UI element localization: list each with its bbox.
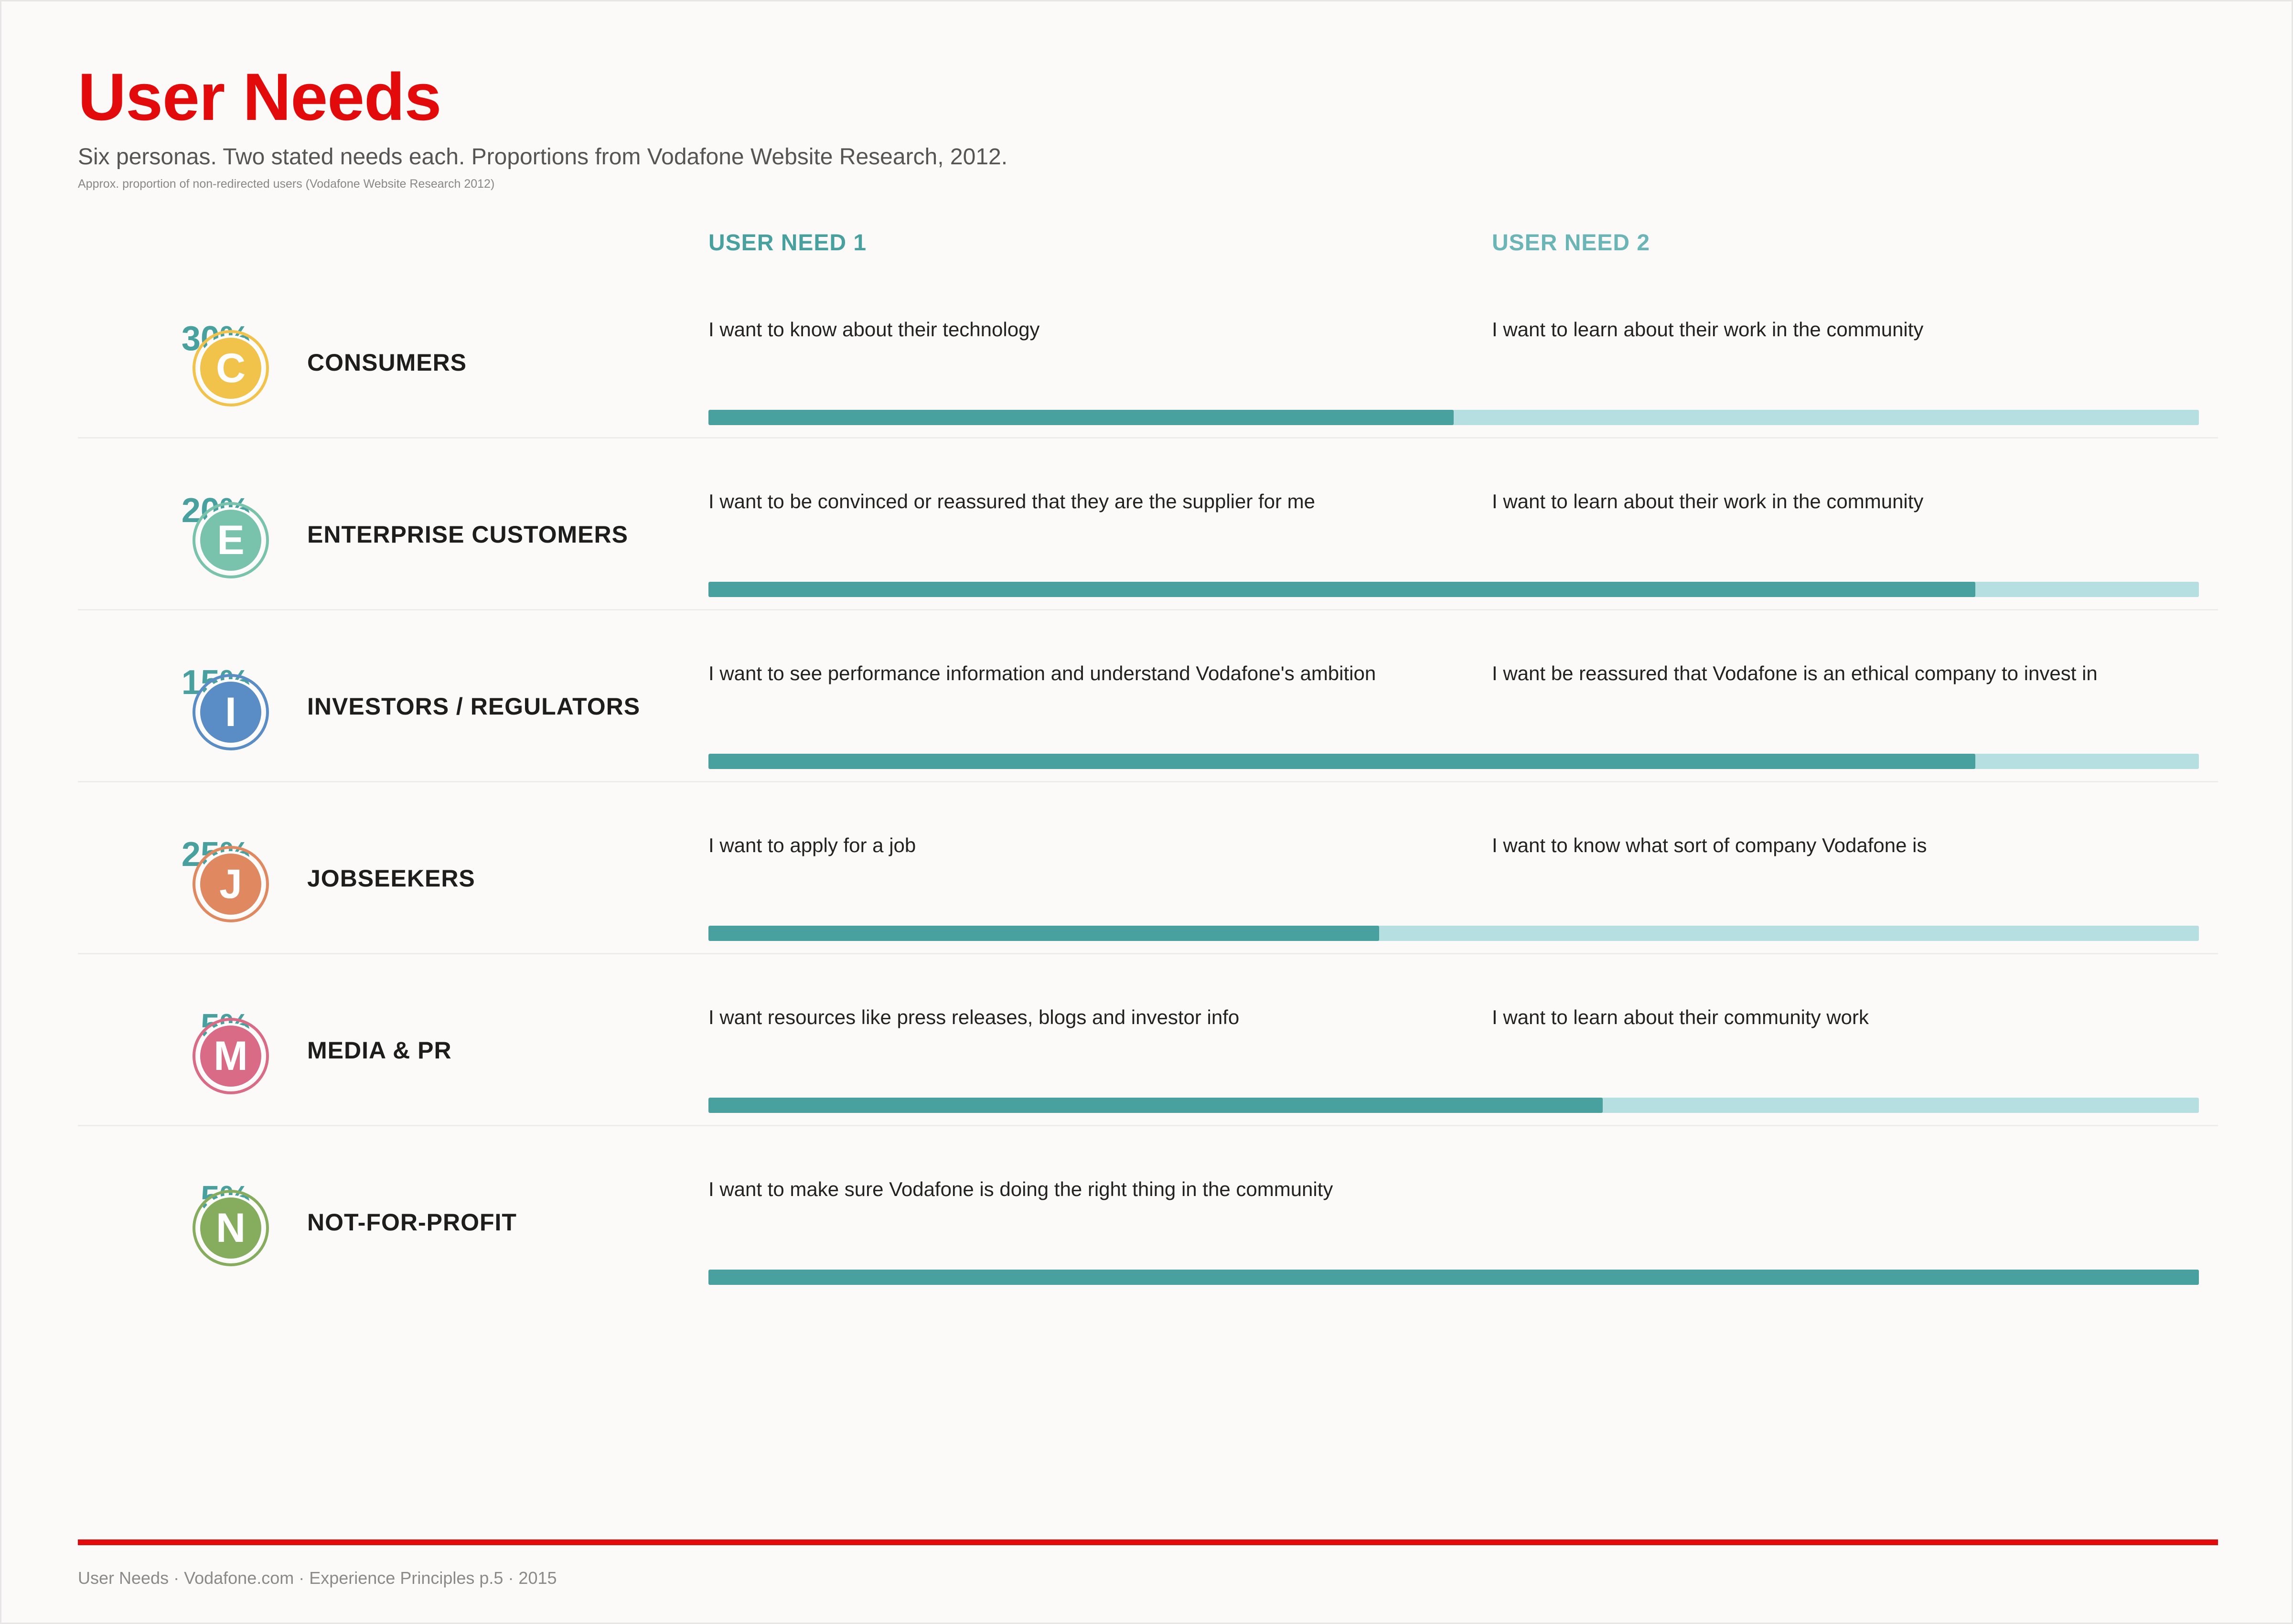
row-divider [78,953,2218,954]
page-title: User Needs [78,59,441,134]
persona-badge: M [193,1018,269,1094]
persona-name: INVESTORS / REGULATORS [307,693,641,720]
need-split-bar [708,754,2199,769]
persona-name: CONSUMERS [307,349,467,376]
persona-badge: C [193,330,269,406]
row-divider [78,1125,2218,1126]
persona-name: ENTERPRISE CUSTOMERS [307,521,628,548]
user-need-1: I want to see performance information an… [708,662,1376,684]
user-need-2: I want be reassured that Vodafone is an … [1492,662,2098,684]
need-split-bar [708,926,2199,941]
need-split-bar [708,1270,2199,1285]
user-need-1: I want to apply for a job [708,834,916,856]
footer-rule [78,1539,2218,1545]
need-1-share-fill [708,926,1379,941]
need-1-share-fill [708,754,1975,769]
user-need-1: I want to know about their technology [708,318,1040,341]
need-split-bar [708,1098,2199,1113]
column-header-need-2: USER NEED 2 [1492,230,1650,256]
need-1-share-fill [708,582,1975,597]
persona-badge: I [193,674,269,750]
persona-badge: J [193,846,269,922]
persona-badge: E [193,502,269,578]
persona-name: MEDIA & PR [307,1037,452,1064]
user-need-2: I want to learn about their work in the … [1492,318,1924,341]
need-split-bar [708,582,2199,597]
persona-initial: E [198,507,264,573]
persona-initial: N [198,1195,264,1261]
persona-name: NOT-FOR-PROFIT [307,1209,517,1236]
need-1-share-fill [708,1098,1603,1113]
need-1-share-fill [708,1270,2199,1285]
persona-initial: C [198,335,264,401]
source-note: Approx. proportion of non-redirected use… [78,177,495,191]
user-need-2: I want to learn about their community wo… [1492,1006,1869,1028]
persona-initial: I [198,679,264,745]
user-need-2: I want to learn about their work in the … [1492,490,1924,513]
persona-badge: N [193,1190,269,1266]
user-need-1: I want to make sure Vodafone is doing th… [708,1178,1333,1200]
persona-name: JOBSEEKERS [307,865,475,892]
row-divider [78,781,2218,782]
need-split-bar [708,410,2199,425]
user-need-2: I want to know what sort of company Voda… [1492,834,1927,856]
column-header-need-1: USER NEED 1 [708,230,867,256]
persona-initial: M [198,1023,264,1089]
need-1-share-fill [708,410,1454,425]
persona-row: 5% M MEDIA & PRI want resources like pre… [78,954,2218,1126]
persona-initial: J [198,851,264,917]
user-need-1: I want resources like press releases, bl… [708,1006,1240,1028]
row-divider [78,609,2218,610]
row-divider [78,437,2218,438]
user-need-1: I want to be convinced or reassured that… [708,490,1316,513]
page-subtitle: Six personas. Two stated needs each. Pro… [78,144,1008,170]
footer-caption: User Needs · Vodafone.com · Experience P… [78,1568,557,1588]
